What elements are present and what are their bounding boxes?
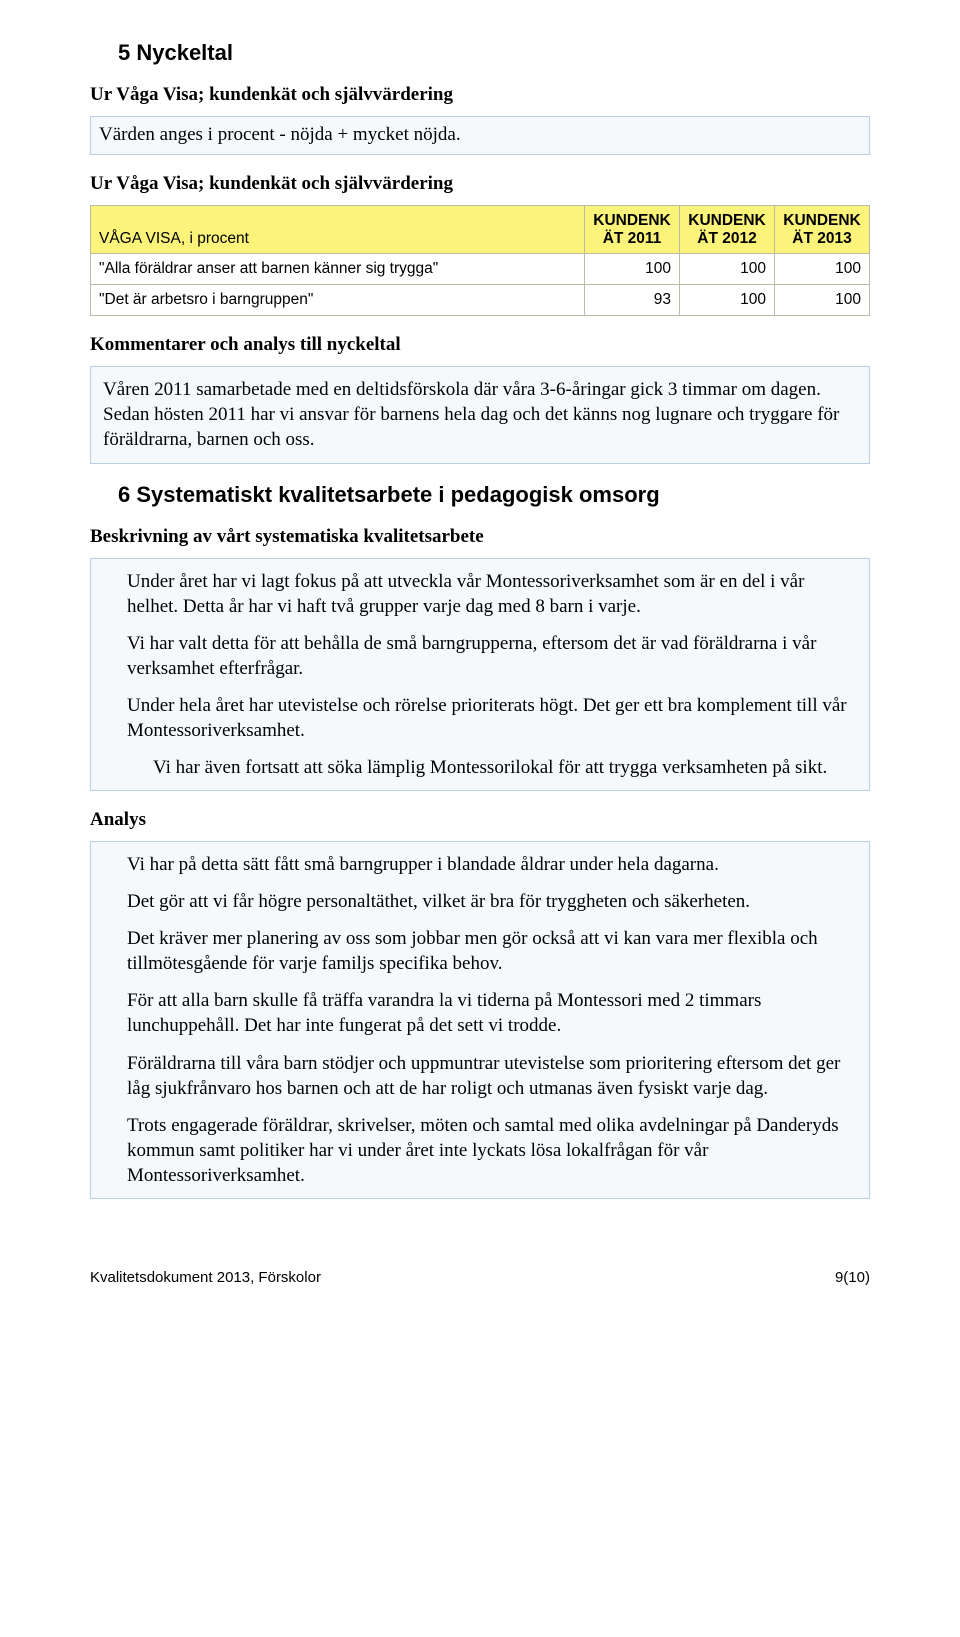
row-val: 93 [585,285,680,316]
row-val: 100 [775,254,870,285]
analys-para: Vi har på detta sätt fått små barngruppe… [127,852,857,877]
values-note: Värden anges i procent - nöjda + mycket … [90,116,870,155]
row-val: 100 [680,254,775,285]
row-val: 100 [585,254,680,285]
footer-right: 9(10) [835,1269,870,1286]
desc-para: Vi har även fortsatt att söka lämplig Mo… [127,755,857,780]
comments-text: Våren 2011 samarbetade med en deltidsför… [103,379,839,450]
kpi-caption: VÅGA VISA, i procent [91,205,585,254]
footer-left: Kvalitetsdokument 2013, Förskolor [90,1269,321,1286]
row-label: "Alla föräldrar anser att barnen känner … [91,254,585,285]
row-val: 100 [775,285,870,316]
desc-para: Under hela året har utevistelse och röre… [127,693,857,743]
table-row: "Alla föräldrar anser att barnen känner … [91,254,870,285]
desc-body: Under året har vi lagt fokus på att utve… [90,558,870,792]
analys-body: Vi har på detta sätt fått små barngruppe… [90,841,870,1199]
analys-para: För att alla barn skulle få träffa varan… [127,988,857,1038]
kpi-col-2012: KUNDENK ÄT 2012 [680,205,775,254]
section5-title: 5 Nyckeltal [118,40,870,66]
desc-heading: Beskrivning av vårt systematiska kvalite… [90,526,870,548]
comments-body: Våren 2011 samarbetade med en deltidsför… [90,366,870,463]
analys-heading: Analys [90,809,870,831]
kpi-col-2013: KUNDENK ÄT 2013 [775,205,870,254]
page-footer: Kvalitetsdokument 2013, Förskolor 9(10) [90,1269,870,1286]
row-label: "Det är arbetsro i barngruppen" [91,285,585,316]
row-val: 100 [680,285,775,316]
section5-sub1: Ur Våga Visa; kundenkät och självvärderi… [90,84,870,106]
analys-para: Föräldrarna till våra barn stödjer och u… [127,1051,857,1101]
kpi-table: VÅGA VISA, i procent KUNDENK ÄT 2011 KUN… [90,205,870,317]
section6-title: 6 Systematiskt kvalitetsarbete i pedagog… [118,482,870,508]
desc-para: Vi har valt detta för att behålla de små… [127,631,857,681]
table-row: "Det är arbetsro i barngruppen" 93 100 1… [91,285,870,316]
analys-para: Trots engagerade föräldrar, skrivelser, … [127,1113,857,1188]
desc-para: Under året har vi lagt fokus på att utve… [127,569,857,619]
section5-sub2: Ur Våga Visa; kundenkät och självvärderi… [90,173,870,195]
kpi-col-2011: KUNDENK ÄT 2011 [585,205,680,254]
analys-para: Det gör att vi får högre personaltäthet,… [127,889,857,914]
comments-heading: Kommentarer och analys till nyckeltal [90,334,870,356]
analys-para: Det kräver mer planering av oss som jobb… [127,926,857,976]
